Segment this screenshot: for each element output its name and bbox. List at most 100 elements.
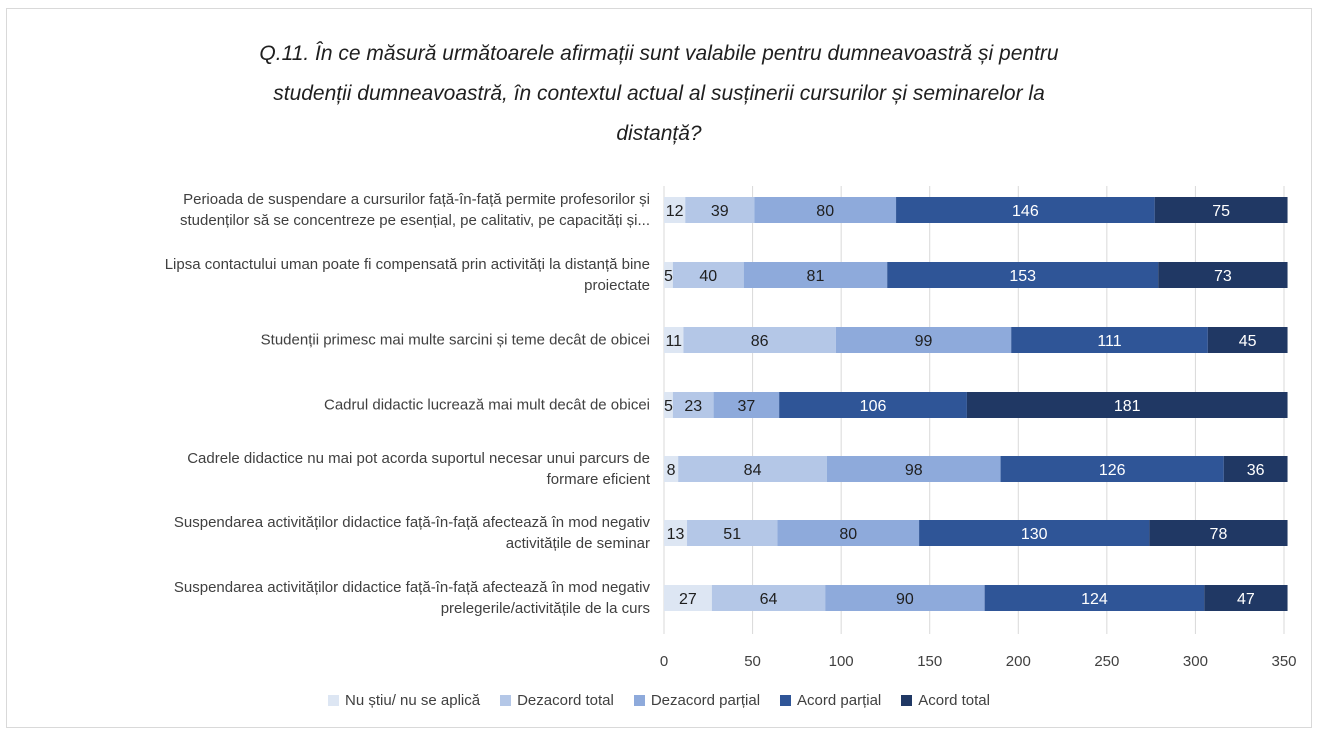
bar-segment — [664, 520, 688, 546]
data-label: 27 — [679, 591, 697, 608]
category-label-line: studenților să se concentreze pe esenția… — [180, 212, 650, 229]
data-label: 181 — [1114, 398, 1141, 415]
legend-label: Acord parțial — [797, 692, 882, 709]
chart-title-line: studenții dumneavoastră, în contextul ac… — [273, 82, 1045, 105]
category-label-line: activitățile de seminar — [505, 535, 650, 552]
bar-segment — [1223, 456, 1288, 482]
bar-segment — [672, 392, 714, 418]
bar-segment — [825, 585, 985, 611]
category-label: Suspendarea activităților didactice față… — [10, 512, 650, 554]
bar-segment — [1207, 327, 1288, 353]
x-tick-label: 0 — [660, 653, 668, 670]
data-label: 23 — [684, 398, 702, 415]
data-label: 126 — [1099, 462, 1126, 479]
legend-swatch — [780, 695, 792, 706]
bar-segment — [672, 262, 744, 288]
bar-segment — [664, 197, 686, 223]
bar-segment — [1149, 520, 1288, 546]
bar-segment — [1011, 327, 1208, 353]
bar-segment — [664, 392, 673, 418]
data-label: 111 — [1097, 333, 1121, 350]
data-label: 86 — [751, 333, 769, 350]
data-label: 11 — [665, 333, 682, 350]
legend-item: Acord parțial — [780, 692, 881, 709]
category-label-line: Suspendarea activităților didactice față… — [173, 579, 650, 596]
data-label: 73 — [1214, 268, 1232, 285]
category-label-line: proiectate — [584, 277, 650, 294]
x-tick-label: 350 — [1271, 653, 1296, 670]
legend-item: Dezacord total — [500, 692, 614, 709]
bar-segment — [777, 520, 920, 546]
category-label: Studenții primesc mai multe sarcini și t… — [10, 330, 650, 351]
data-label: 80 — [839, 526, 857, 543]
data-label: 64 — [760, 591, 778, 608]
x-tick-label: 50 — [744, 653, 761, 670]
category-label-line: Suspendarea activităților didactice față… — [173, 514, 650, 531]
category-label: Cadrul didactic lucrează mai mult decât … — [10, 395, 650, 416]
data-label: 36 — [1247, 462, 1265, 479]
bar-segment — [711, 585, 826, 611]
legend-item: Acord total — [901, 692, 990, 709]
data-label: 99 — [915, 333, 933, 350]
x-tick-label: 100 — [829, 653, 854, 670]
x-tick-label: 250 — [1094, 653, 1119, 670]
data-label: 39 — [711, 203, 729, 220]
bar-segment — [1000, 456, 1224, 482]
data-label: 37 — [737, 398, 755, 415]
bar-segment — [678, 456, 827, 482]
category-label: Lipsa contactului uman poate fi compensa… — [10, 254, 650, 296]
legend-item: Dezacord parțial — [633, 692, 761, 709]
legend-label: Dezacord total — [517, 692, 614, 709]
chart-title-line: Q.11. În ce măsură următoarele afirmații… — [259, 42, 1059, 65]
data-label: 106 — [860, 398, 887, 415]
bar-segment — [754, 197, 897, 223]
category-label-line: formare eficient — [546, 471, 650, 488]
legend-swatch — [500, 695, 512, 706]
data-label: 90 — [896, 591, 914, 608]
data-label: 47 — [1237, 591, 1255, 608]
chart-title-line: distanță? — [616, 122, 702, 145]
x-tick-label: 150 — [917, 653, 942, 670]
data-label: 12 — [666, 203, 684, 220]
category-label-line: Cadrul didactic lucrează mai mult decât … — [324, 396, 650, 414]
data-label: 84 — [744, 462, 762, 479]
data-label: 5 — [664, 268, 673, 285]
bar-segment — [683, 327, 836, 353]
bar-segment — [1154, 197, 1288, 223]
chart-legend: Nu știu/ nu se aplică Dezacord total Dezac… — [0, 692, 1318, 709]
bar-segment — [919, 520, 1150, 546]
legend-swatch — [328, 695, 340, 706]
bar-segment — [685, 197, 755, 223]
data-label: 5 — [664, 398, 673, 415]
legend-item: Nu știu/ nu se aplică — [328, 692, 480, 709]
legend-label: Nu știu/ nu se aplică — [345, 692, 481, 709]
category-label-line: prelegerile/activitățile de la curs — [440, 600, 650, 617]
data-label: 80 — [816, 203, 834, 220]
legend-label: Dezacord parțial — [650, 692, 761, 709]
data-label: 146 — [1012, 203, 1039, 220]
bar-segment — [779, 392, 967, 418]
bar-segment — [743, 262, 888, 288]
legend-label: Acord total — [918, 692, 990, 709]
category-label-line: Cadrele didactice nu mai pot acorda supo… — [187, 450, 650, 467]
data-label: 81 — [807, 268, 825, 285]
data-label: 75 — [1212, 203, 1230, 220]
data-label: 8 — [667, 462, 676, 479]
bar-segment — [713, 392, 780, 418]
bar-segment — [896, 197, 1155, 223]
x-tick-label: 200 — [1006, 653, 1031, 670]
data-label: 98 — [905, 462, 923, 479]
bar-segment — [664, 456, 679, 482]
data-label: 124 — [1081, 591, 1108, 608]
bar-segment — [687, 520, 778, 546]
bar-segment — [664, 327, 684, 353]
category-label-line: Lipsa contactului uman poate fi compensa… — [164, 256, 650, 273]
bar-segment — [887, 262, 1159, 288]
bar-segment — [664, 585, 712, 611]
category-label: Cadrele didactice nu mai pot acorda supo… — [10, 448, 650, 490]
category-label-line: Perioada de suspendare a cursurilor față… — [183, 191, 650, 208]
bar-segment — [1158, 262, 1288, 288]
data-label: 78 — [1210, 526, 1228, 543]
category-label: Suspendarea activităților didactice față… — [10, 577, 650, 619]
